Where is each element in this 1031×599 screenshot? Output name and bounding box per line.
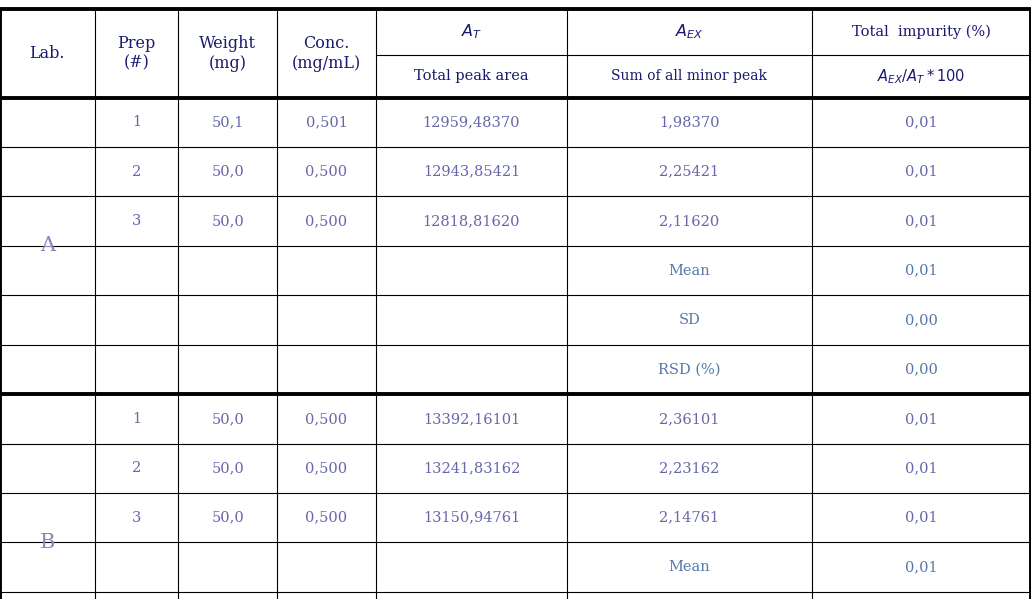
Text: Total  impurity (%): Total impurity (%) [852, 25, 991, 39]
Text: 13150,94761: 13150,94761 [423, 511, 520, 525]
Text: Mean: Mean [669, 560, 710, 574]
Text: 0,00: 0,00 [905, 362, 938, 376]
Text: 2: 2 [132, 461, 141, 475]
Text: 1: 1 [132, 116, 141, 129]
Text: 2,14761: 2,14761 [660, 511, 720, 525]
Text: 50,0: 50,0 [211, 461, 244, 475]
Text: Lab.: Lab. [30, 45, 65, 62]
Text: 13392,16101: 13392,16101 [423, 412, 520, 426]
Text: 50,0: 50,0 [211, 412, 244, 426]
Text: Conc.
(mg/mL): Conc. (mg/mL) [292, 35, 361, 72]
Text: 0,01: 0,01 [905, 116, 938, 129]
Text: 2,11620: 2,11620 [660, 214, 720, 228]
Text: 0,501: 0,501 [305, 116, 347, 129]
Text: 0,01: 0,01 [905, 412, 938, 426]
Text: Total peak area: Total peak area [414, 69, 529, 83]
Text: 2,36101: 2,36101 [659, 412, 720, 426]
Text: 12818,81620: 12818,81620 [423, 214, 521, 228]
Text: Sum of all minor peak: Sum of all minor peak [611, 69, 767, 83]
Text: 0,01: 0,01 [905, 165, 938, 179]
Text: A: A [39, 237, 55, 255]
Text: 2: 2 [132, 165, 141, 179]
Text: 2,25421: 2,25421 [660, 165, 720, 179]
Text: 12943,85421: 12943,85421 [423, 165, 520, 179]
Text: 0,00: 0,00 [905, 313, 938, 327]
Text: Weight
(mg): Weight (mg) [199, 35, 256, 72]
Text: B: B [39, 533, 55, 552]
Text: 0,01: 0,01 [905, 264, 938, 277]
Text: 50,0: 50,0 [211, 165, 244, 179]
Text: RSD (%): RSD (%) [658, 362, 721, 376]
Text: Mean: Mean [669, 264, 710, 277]
Text: $A_{EX}$: $A_{EX}$ [675, 23, 704, 41]
Text: Prep
(#): Prep (#) [118, 35, 156, 72]
Text: 1,98370: 1,98370 [659, 116, 720, 129]
Text: 0,01: 0,01 [905, 560, 938, 574]
Text: 2,23162: 2,23162 [659, 461, 720, 475]
Text: SD: SD [678, 313, 700, 327]
Text: 50,0: 50,0 [211, 511, 244, 525]
Text: 1: 1 [132, 412, 141, 426]
Text: 13241,83162: 13241,83162 [423, 461, 521, 475]
Text: 0,01: 0,01 [905, 461, 938, 475]
Text: 0,500: 0,500 [305, 461, 347, 475]
Text: 0,01: 0,01 [905, 511, 938, 525]
Text: 3: 3 [132, 214, 141, 228]
Text: 50,0: 50,0 [211, 214, 244, 228]
Text: $A_T$: $A_T$ [461, 23, 483, 41]
Text: 0,500: 0,500 [305, 511, 347, 525]
Text: $A_{EX}/A_T*100$: $A_{EX}/A_T*100$ [877, 67, 966, 86]
Text: 0,500: 0,500 [305, 165, 347, 179]
Text: 0,500: 0,500 [305, 412, 347, 426]
Text: 0,01: 0,01 [905, 214, 938, 228]
Text: 50,1: 50,1 [211, 116, 244, 129]
Text: 3: 3 [132, 511, 141, 525]
Text: 0,500: 0,500 [305, 214, 347, 228]
Text: 12959,48370: 12959,48370 [423, 116, 521, 129]
